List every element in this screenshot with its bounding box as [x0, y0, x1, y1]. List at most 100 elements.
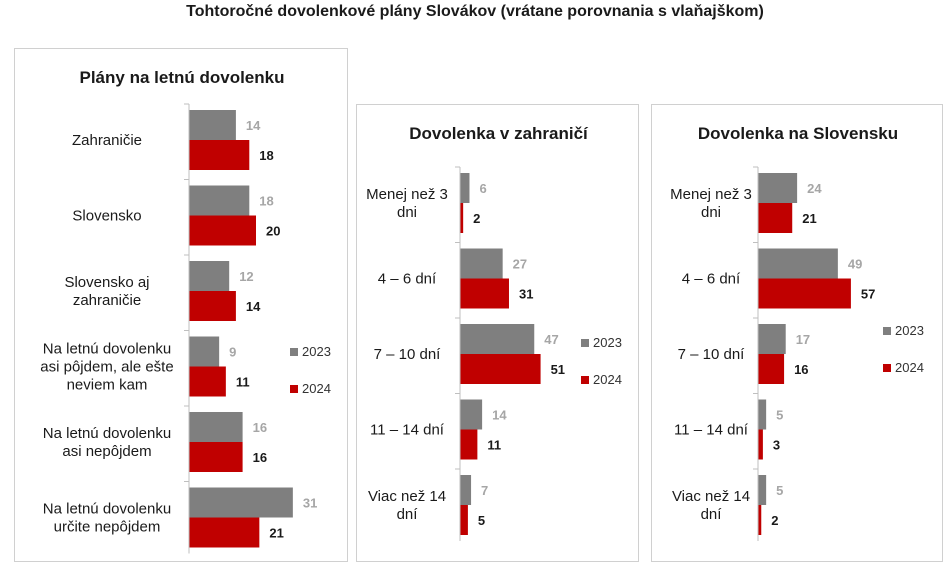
data-label-2024: 2 [771, 513, 778, 528]
category-label: Viac než 14 [672, 488, 750, 505]
data-label-2023: 17 [796, 332, 810, 347]
data-label-2024: 5 [478, 513, 485, 528]
bar-2024 [189, 291, 236, 321]
bar-2023 [460, 475, 472, 505]
category-label: dní [397, 506, 419, 523]
legend-swatch-2024 [883, 364, 891, 372]
bar-2024 [758, 429, 763, 460]
data-label-2023: 14 [246, 118, 261, 133]
bar-2024 [189, 442, 243, 472]
data-label-2024: 20 [266, 224, 280, 239]
category-label: Zahraničie [72, 132, 142, 149]
data-label-2024: 11 [236, 375, 250, 390]
data-label-2024: 57 [861, 287, 875, 302]
chart-panel-slovakia: Dovolenka na Slovensku Menej než 3 dni 24 21… [651, 104, 943, 562]
chart-title: Dovolenka na Slovensku [698, 124, 898, 143]
data-label-2023: 47 [544, 332, 558, 347]
data-label-2023: 5 [776, 408, 783, 423]
data-label-2024: 16 [794, 362, 808, 377]
bar-2024 [460, 203, 464, 233]
category-label: 11 – 14 dní [370, 422, 445, 439]
bar-2024 [189, 215, 256, 246]
legend-label-2024: 2024 [593, 372, 622, 387]
category-label: Na letnú dovolenku [43, 501, 171, 518]
data-label-2023: 6 [479, 181, 486, 196]
category-label: dni [397, 204, 417, 221]
data-label-2023: 27 [513, 257, 527, 272]
data-label-2024: 51 [551, 362, 565, 377]
data-label-2023: 12 [239, 269, 253, 284]
legend-label-2023: 2023 [593, 335, 622, 350]
chart-svg: Plány na letnú dovolenku Zahraničie 14 18 Sl… [40, 68, 331, 554]
category-label: 4 – 6 dní [682, 271, 741, 288]
bar-2023 [460, 399, 483, 430]
bar-2024 [189, 366, 226, 397]
data-label-2023: 18 [259, 194, 273, 209]
bar-2023 [758, 475, 767, 505]
data-label-2023: 16 [253, 420, 267, 435]
bar-2023 [189, 336, 220, 367]
category-label: určite nepôjdem [54, 519, 161, 536]
chart-title: Plány na letnú dovolenku [80, 68, 285, 87]
data-label-2024: 3 [773, 438, 780, 453]
legend-label-2024: 2024 [302, 381, 331, 396]
data-label-2023: 31 [303, 496, 317, 511]
bar-2024 [758, 278, 851, 309]
data-label-2023: 24 [807, 181, 822, 196]
category-label: 7 – 10 dní [678, 346, 746, 363]
data-label-2024: 2 [473, 211, 480, 226]
bar-2023 [758, 324, 786, 354]
legend-swatch-2023 [581, 339, 589, 347]
legend-swatch-2024 [290, 385, 298, 393]
bar-2024 [460, 278, 509, 309]
chart-title: Dovolenka v zahraničí [409, 124, 589, 143]
category-label: dní [701, 506, 723, 523]
bar-2024 [758, 203, 793, 233]
bar-2024 [189, 140, 250, 170]
bar-2024 [460, 505, 468, 535]
data-label-2023: 7 [481, 483, 488, 498]
main-title: Tohtoročné dovolenkové plány Slovákov (v… [186, 3, 764, 20]
bar-2023 [189, 185, 250, 216]
category-label: 7 – 10 dní [374, 346, 442, 363]
data-label-2024: 31 [519, 287, 533, 302]
category-label: Viac než 14 [368, 488, 446, 505]
data-label-2024: 16 [253, 450, 267, 465]
bar-2023 [189, 261, 230, 291]
data-label-2024: 11 [487, 438, 501, 453]
data-label-2024: 21 [802, 211, 816, 226]
category-label: zahraničie [73, 292, 141, 309]
bar-2024 [460, 354, 541, 384]
bar-2024 [189, 517, 260, 548]
chart-panel-abroad: Dovolenka v zahraničí Menej než 3 dni 6 2 4 –… [356, 104, 639, 562]
data-label-2023: 5 [776, 483, 783, 498]
data-label-2023: 49 [848, 257, 862, 272]
bar-2023 [460, 248, 503, 279]
bar-2023 [189, 110, 236, 140]
legend-swatch-2023 [290, 348, 298, 356]
chart-panel-summer-plans: Plány na letnú dovolenku Zahraničie 14 18 Sl… [14, 48, 348, 562]
category-label: Slovensko [72, 208, 141, 225]
category-label: 4 – 6 dní [378, 271, 437, 288]
bar-2023 [758, 399, 767, 430]
category-label: Na letnú dovolenku [43, 341, 171, 358]
category-label: Slovensko aj [64, 274, 149, 291]
category-label: neviem kam [67, 377, 148, 394]
bar-2023 [758, 248, 838, 279]
legend-swatch-2024 [581, 376, 589, 384]
category-label: asi nepôjdem [62, 443, 151, 460]
legend-label-2023: 2023 [302, 344, 331, 359]
data-label-2023: 9 [229, 345, 236, 360]
legend-label-2024: 2024 [895, 360, 924, 375]
category-label: Na letnú dovolenku [43, 425, 171, 442]
category-label: 11 – 14 dní [674, 422, 749, 439]
bar-2024 [460, 429, 478, 460]
bar-2023 [758, 173, 798, 203]
category-label: asi pôjdem, ale ešte [40, 359, 173, 376]
bar-2023 [460, 173, 470, 203]
data-label-2023: 14 [492, 408, 507, 423]
bar-2023 [189, 487, 293, 518]
bar-2024 [758, 505, 762, 535]
data-label-2024: 21 [269, 526, 283, 541]
